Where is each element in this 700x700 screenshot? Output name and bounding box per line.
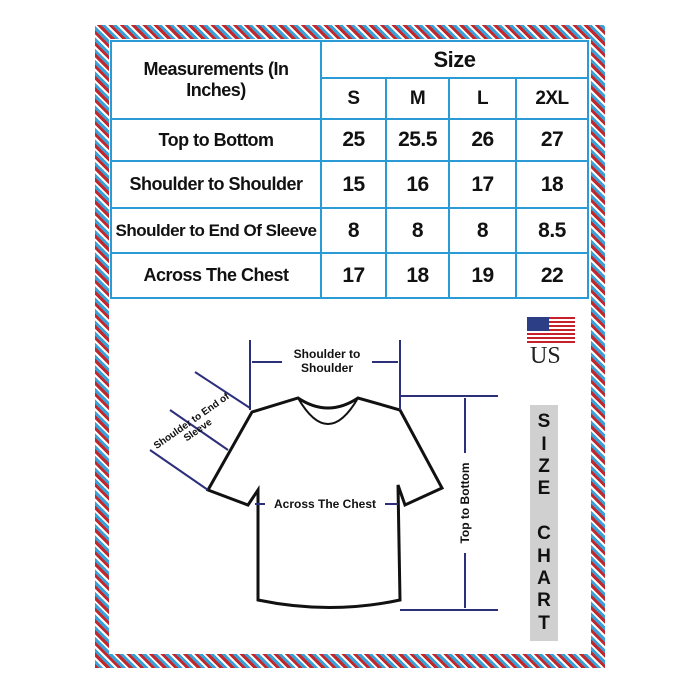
row-label: Shoulder to Shoulder	[110, 160, 322, 209]
row-label: Top to Bottom	[110, 118, 322, 162]
table-row: Across The Chest 17 18 19 22	[110, 252, 589, 299]
table-row: Shoulder to Shoulder 15 16 17 18	[110, 160, 589, 209]
country-label: US	[530, 343, 561, 369]
letter: R	[537, 590, 551, 612]
letter: C	[537, 523, 551, 545]
us-flag-icon	[527, 317, 575, 343]
letter: Z	[538, 455, 550, 477]
size-2xl: 2XL	[515, 77, 589, 120]
cell: 17	[320, 252, 387, 299]
tshirt-collar	[297, 397, 359, 425]
cell: 18	[385, 252, 450, 299]
letter: A	[537, 567, 551, 589]
size-chart-table: Measurements (In Inches) Size S M L 2XL …	[110, 40, 589, 299]
row-label: Across The Chest	[110, 252, 322, 299]
letter: T	[538, 612, 550, 634]
letter	[541, 501, 546, 523]
letter: E	[537, 478, 551, 500]
cell: 25	[320, 118, 387, 162]
header-size: Size	[320, 40, 589, 79]
cell: 8	[320, 207, 387, 254]
size-m: M	[385, 77, 450, 120]
cell: 8.5	[515, 207, 589, 254]
size-l: L	[448, 77, 517, 120]
letter: I	[541, 433, 547, 455]
cell: 26	[448, 118, 517, 162]
size-chart-vertical-label: S I Z E C H A R T	[530, 405, 558, 641]
table-row: Shoulder to End Of Sleeve 8 8 8 8.5	[110, 207, 589, 254]
letter: S	[537, 411, 551, 433]
header-measurements: Measurements (In Inches)	[110, 40, 322, 120]
label-across-chest: Across The Chest	[265, 497, 385, 511]
cell: 16	[385, 160, 450, 209]
cell: 8	[448, 207, 517, 254]
cell: 18	[515, 160, 589, 209]
cell: 15	[320, 160, 387, 209]
cell: 17	[448, 160, 517, 209]
label-top-to-bottom: Top to Bottom	[458, 453, 472, 553]
label-shoulder-to-shoulder: Shoulder to Shoulder	[282, 347, 372, 375]
row-label: Shoulder to End Of Sleeve	[110, 207, 322, 254]
letter: H	[537, 545, 551, 567]
table-row: Top to Bottom 25 25.5 26 27	[110, 118, 589, 162]
cell: 19	[448, 252, 517, 299]
size-s: S	[320, 77, 387, 120]
cell: 27	[515, 118, 589, 162]
cell: 22	[515, 252, 589, 299]
cell: 25.5	[385, 118, 450, 162]
cell: 8	[385, 207, 450, 254]
